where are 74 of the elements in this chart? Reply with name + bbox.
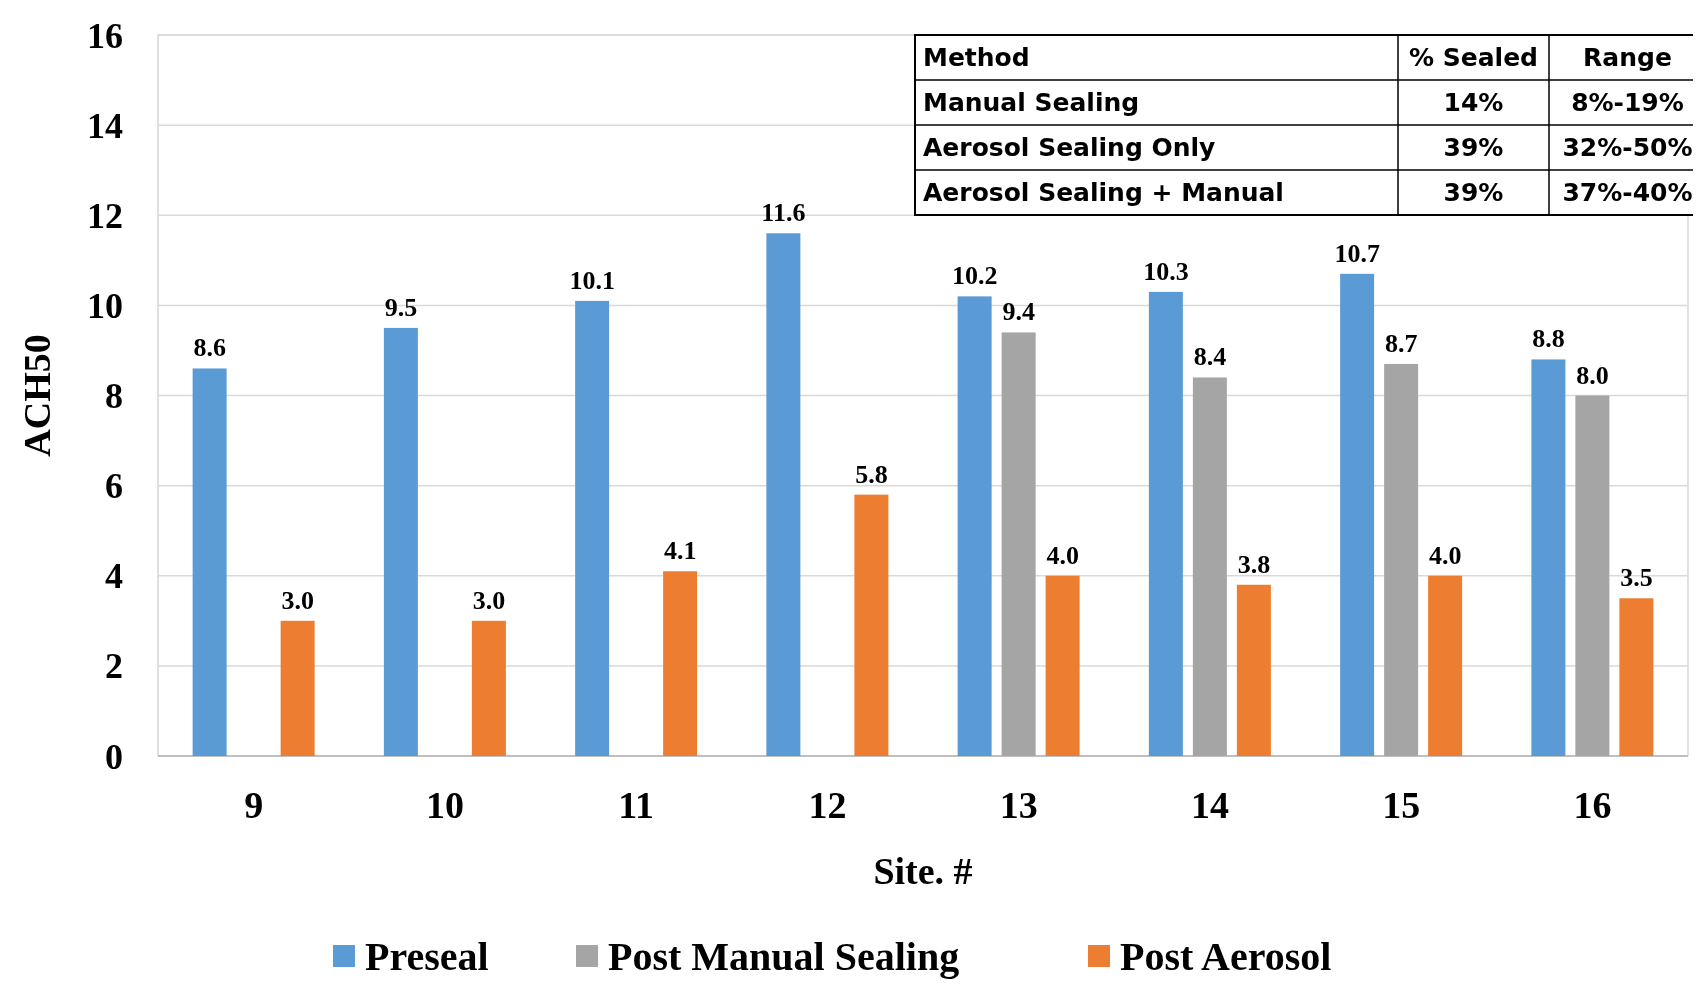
data-label: 11.6: [761, 198, 806, 228]
data-label: 3.0: [472, 585, 506, 615]
bar: [383, 327, 418, 756]
bar: [1148, 291, 1183, 756]
x-tick-label: 11: [618, 784, 655, 826]
data-label: 9.4: [1002, 297, 1035, 327]
data-label: 8.6: [193, 333, 226, 363]
data-label: 5.8: [855, 459, 888, 489]
bar: [766, 233, 801, 756]
annotation: Aerosol Sealing + Manual: [923, 178, 1284, 208]
bar: [1192, 377, 1227, 756]
annotation: 8%-19%: [1571, 88, 1684, 118]
legend-label: Post Aerosol: [1120, 934, 1332, 979]
bar: [1236, 584, 1271, 756]
y-tick-label: 2: [105, 646, 123, 687]
annotation: 14%: [1443, 88, 1504, 118]
data-label: 3.0: [281, 585, 314, 615]
x-tick-label: 10: [425, 784, 464, 826]
annotation: Aerosol Sealing Only: [923, 133, 1216, 163]
bar: [854, 494, 889, 756]
bar: [575, 300, 610, 756]
y-tick-label: 8: [105, 376, 123, 417]
y-tick-label: 4: [105, 556, 123, 597]
bar: [192, 368, 227, 756]
bar: [1575, 395, 1610, 756]
bar: [1531, 359, 1566, 756]
annotation: Range: [1583, 43, 1672, 73]
x-tick-label: 14: [1190, 784, 1229, 826]
x-tick-label: 15: [1382, 784, 1421, 826]
bar: [1384, 363, 1419, 756]
y-tick-label: 12: [87, 195, 123, 236]
data-label: 4.1: [663, 536, 697, 566]
bar: [1001, 332, 1036, 756]
data-label: 10.1: [569, 265, 615, 295]
bar: [280, 620, 315, 756]
x-tick-label: 16: [1573, 784, 1612, 826]
annotation: % Sealed: [1408, 43, 1539, 73]
annotation: 39%: [1443, 133, 1504, 163]
annotation: Manual Sealing: [923, 88, 1140, 118]
bar: [957, 296, 992, 756]
data-label: 8.8: [1532, 324, 1565, 354]
data-label: 4.0: [1428, 540, 1462, 570]
legend-label: Post Manual Sealing: [608, 934, 960, 979]
x-axis-title: Site. #: [873, 850, 973, 892]
y-tick-label: 14: [87, 105, 123, 146]
data-label: 9.5: [384, 292, 418, 322]
data-label: 3.5: [1620, 563, 1653, 593]
bar: [663, 571, 698, 756]
bar: [1428, 575, 1463, 756]
legend-label: Preseal: [365, 934, 489, 979]
annotation: 39%: [1443, 178, 1504, 208]
x-tick-label: 13: [999, 784, 1038, 826]
bar: [1340, 273, 1375, 756]
y-tick-label: 6: [105, 466, 123, 507]
annotation: 37%-40%: [1562, 178, 1693, 208]
data-label: 10.3: [1143, 256, 1189, 286]
data-label: 8.7: [1384, 328, 1418, 358]
bar: [1045, 575, 1080, 756]
x-tick-label: 9: [244, 784, 264, 826]
data-label: 10.2: [951, 261, 998, 291]
y-axis-title: ACH50: [16, 334, 58, 457]
y-tick-label: 0: [105, 736, 123, 777]
data-label: 3.8: [1237, 549, 1271, 579]
annotation: Method: [923, 43, 1030, 73]
data-label: 8.0: [1576, 360, 1609, 390]
data-label: 8.4: [1193, 342, 1227, 372]
y-tick-label: 16: [87, 15, 123, 56]
data-label: 4.0: [1046, 540, 1079, 570]
bar: [471, 620, 506, 756]
annotation: 32%-50%: [1562, 133, 1693, 163]
y-tick-label: 10: [87, 285, 123, 326]
bar: [1619, 598, 1654, 756]
x-tick-label: 12: [808, 784, 847, 826]
data-label: 10.7: [1334, 238, 1380, 268]
